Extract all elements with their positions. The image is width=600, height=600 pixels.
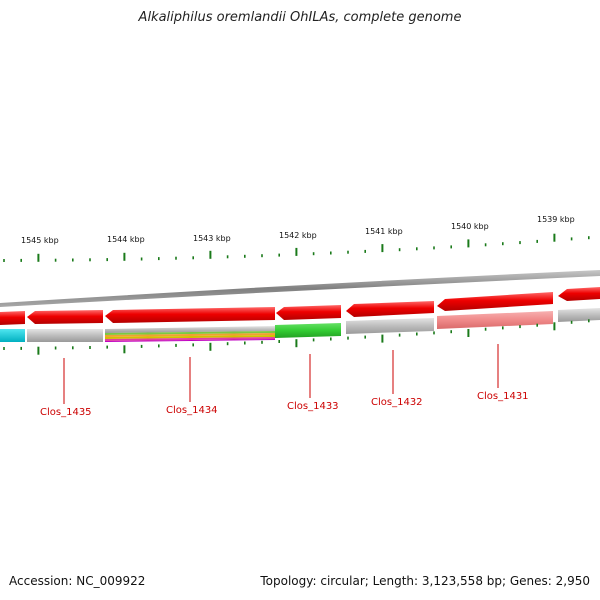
- gene-label-clos-1431[interactable]: Clos_1431: [477, 391, 529, 402]
- gene-arrow[interactable]: [0, 311, 25, 325]
- gene-block-grey[interactable]: [558, 308, 600, 322]
- genome-backbone: [0, 270, 600, 307]
- gene-label-clos-1433[interactable]: Clos_1433: [287, 401, 339, 412]
- genome-stats-label: Topology: circular; Length: 3,123,558 bp…: [260, 574, 590, 588]
- scale-label-1543: 1543 kbp: [193, 234, 231, 243]
- map-title: Alkaliphilus oremlandii OhILAs, complete…: [138, 10, 462, 25]
- gene-label-clos-1435[interactable]: Clos_1435: [40, 407, 92, 418]
- scale-label-1542: 1542 kbp: [279, 231, 317, 240]
- gene-labels: Clos_1435 Clos_1434 Clos_1433 Clos_1432 …: [40, 391, 529, 418]
- scale-label-1541: 1541 kbp: [365, 227, 403, 236]
- scale-ticks-bottom: [3, 319, 590, 355]
- gene-label-leaders: [63, 344, 499, 404]
- gene-block-grey[interactable]: [346, 318, 434, 334]
- scale-label-1539: 1539 kbp: [537, 215, 575, 224]
- gene-label-clos-1432[interactable]: Clos_1432: [371, 397, 423, 408]
- scale-label-1540: 1540 kbp: [451, 222, 489, 231]
- gene-arrow[interactable]: [558, 287, 600, 301]
- gene-arrow[interactable]: [276, 305, 341, 320]
- gene-arrow[interactable]: [105, 307, 275, 323]
- feature-track-genes: [0, 308, 600, 342]
- scale-labels: 1545 kbp 1544 kbp 1543 kbp 1542 kbp 1541…: [21, 215, 575, 245]
- gene-arrow[interactable]: [437, 292, 553, 311]
- gene-block-grey[interactable]: [27, 329, 103, 342]
- gene-arrow[interactable]: [27, 310, 103, 324]
- scale-ticks-top: [3, 233, 590, 262]
- scale-label-1544: 1544 kbp: [107, 235, 145, 244]
- gene-block-multicolor[interactable]: [105, 326, 275, 342]
- gene-block-pink[interactable]: [437, 311, 553, 329]
- gene-label-clos-1434[interactable]: Clos_1434: [166, 405, 218, 416]
- gene-block-green[interactable]: [275, 323, 341, 338]
- accession-label: Accession: NC_009922: [9, 574, 146, 588]
- gene-block-cyan[interactable]: [0, 329, 25, 342]
- scale-label-1545: 1545 kbp: [21, 236, 59, 245]
- gene-arrow[interactable]: [346, 301, 434, 317]
- forward-strand-genes: [0, 287, 600, 325]
